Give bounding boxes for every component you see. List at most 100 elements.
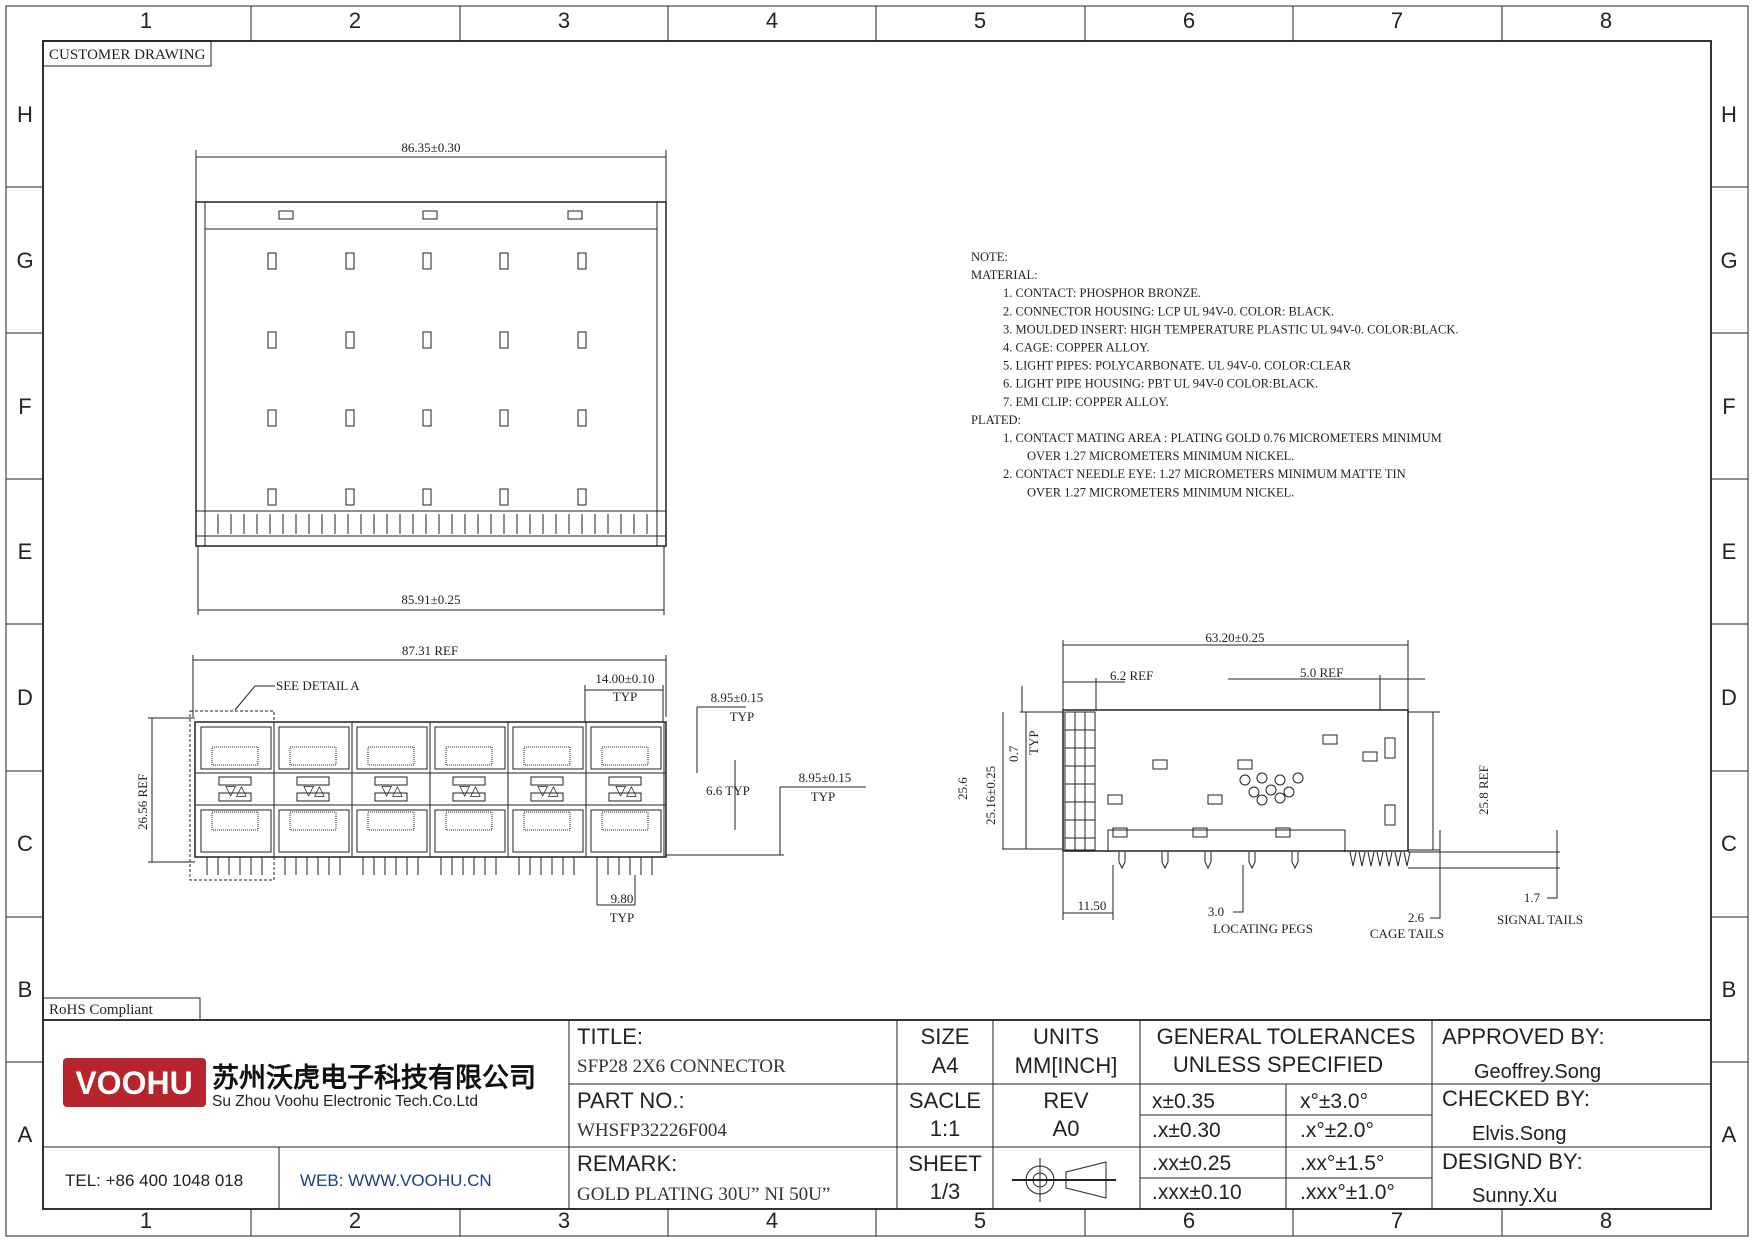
see-detail-a: SEE DETAIL A (276, 678, 360, 693)
svg-text:▽△: ▽△ (381, 784, 403, 799)
vent-tab (499, 409, 509, 427)
dim-gap: 6.6 TYP (706, 783, 750, 798)
row-marker: D (1721, 685, 1737, 710)
svg-text:VOOHU: VOOHU (75, 1065, 192, 1101)
customer-drawing-box (42, 40, 212, 67)
vent-tab (267, 409, 277, 427)
designed-value: Sunny.Xu (1472, 1185, 1557, 1207)
column-marker: 4 (766, 1208, 778, 1233)
vent-tab (422, 488, 432, 506)
dim-height-b: 25.16±0.25 (983, 766, 998, 825)
svg-text:▽△: ▽△ (537, 784, 559, 799)
svg-text:▽△: ▽△ (225, 784, 247, 799)
dim-tail-pitch-typ: TYP (610, 910, 635, 925)
sfp-port (278, 809, 350, 853)
sfp-port (434, 809, 506, 853)
tolerance-label-1: GENERAL TOLERANCES (1157, 1024, 1416, 1049)
dim-pitch-typ: TYP (613, 689, 638, 704)
dim-front-ref: 6.2 REF (1110, 668, 1153, 683)
row-marker: F (18, 394, 31, 419)
top-view: 86.35±0.30 85.91±0.25 (195, 140, 667, 615)
row-marker: C (17, 831, 33, 856)
rev-label: REV (1043, 1088, 1089, 1113)
column-marker: 5 (974, 1208, 986, 1233)
vent-tab (422, 331, 432, 349)
dim-overall: 87.31 REF (402, 643, 458, 658)
vent-tab (345, 488, 355, 506)
vent-tab (422, 252, 432, 270)
part-label: PART NO.: (577, 1088, 685, 1113)
column-marker: 8 (1600, 8, 1612, 33)
angular-tolerance: .x°±2.0° (1300, 1119, 1374, 1142)
row-marker: B (1722, 977, 1737, 1002)
dim-cage-tail: 2.6 (1408, 910, 1425, 925)
vent-tab (345, 409, 355, 427)
tel: TEL: +86 400 1048 018 (65, 1171, 243, 1190)
sfp-port (200, 809, 272, 853)
dim-tail-pitch: 9.80 (611, 891, 634, 906)
dim-length: 63.20±0.25 (1205, 630, 1264, 645)
linear-tolerance: .xxx±0.10 (1152, 1181, 1242, 1204)
dim-port-height-top: 8.95±0.15 (711, 690, 764, 705)
row-marker: C (1721, 831, 1737, 856)
sfp-port (512, 809, 584, 853)
dim-lip-typ: TYP (1026, 730, 1041, 755)
sheet-value: 1/3 (930, 1179, 961, 1204)
column-marker: 2 (349, 8, 361, 33)
sfp-port (590, 726, 662, 770)
dim-height: 26.56 REF (135, 774, 150, 830)
column-marker: 8 (1600, 1208, 1612, 1233)
vent-tab (267, 331, 277, 349)
company-logo: VOOHU (63, 1058, 206, 1107)
dim-peg-length: 3.0 (1208, 904, 1224, 919)
vent-tab (577, 331, 587, 349)
sfp-port (200, 726, 272, 770)
vent-tab (577, 488, 587, 506)
note-line: PLATED: (971, 413, 1021, 427)
sheet-label: SHEET (908, 1151, 981, 1176)
inner-frame (42, 40, 1712, 1210)
locating-peg (1204, 852, 1212, 870)
row-marker: E (18, 539, 33, 564)
web-link[interactable]: WEB: WWW.VOOHU.CN (300, 1171, 492, 1190)
vent-tab (345, 331, 355, 349)
zone-grid: 1 1 2 2 3 3 4 4 5 5 6 6 7 7 8 8 H H G G F F E E D D C C B B A A (6, 6, 1748, 1236)
designed-label: DESIGND BY: (1442, 1149, 1583, 1174)
column-marker: 6 (1183, 8, 1195, 33)
note-line: 1. CONTACT MATING AREA : PLATING GOLD 0.… (1003, 431, 1442, 445)
sfp-port (434, 726, 506, 770)
vent-tab (499, 331, 509, 349)
customer-drawing-label: CUSTOMER DRAWING (49, 47, 206, 63)
sfp-port (590, 809, 662, 853)
locating-peg (1248, 852, 1256, 870)
dim-rear-ref: 5.0 REF (1300, 665, 1343, 680)
column-marker: 5 (974, 8, 986, 33)
angular-tolerance: .xxx°±1.0° (1300, 1181, 1395, 1204)
cage-tails-label: CAGE TAILS (1370, 926, 1444, 941)
vent-tab (499, 252, 509, 270)
note-line: 7. EMI CLIP: COPPER ALLOY. (1003, 395, 1169, 409)
linear-tolerance: x±0.35 (1152, 1090, 1215, 1113)
row-marker: B (18, 977, 33, 1002)
company-name-en: Su Zhou Voohu Electronic Tech.Co.Ltd (212, 1093, 478, 1110)
dim-signal-tail: 1.7 (1524, 890, 1541, 905)
title-block: VOOHU 苏州沃虎电子科技有限公司 Su Zhou Voohu Electro… (43, 1019, 1711, 1209)
column-marker: 6 (1183, 1208, 1195, 1233)
dim-lip: 0.7 (1006, 745, 1021, 762)
third-angle-projection-icon (1012, 1158, 1116, 1202)
scale-value: 1:1 (930, 1116, 961, 1141)
title-value: SFP28 2X6 CONNECTOR (577, 1056, 786, 1077)
signal-tails-label: SIGNAL TAILS (1497, 912, 1583, 927)
row-marker: F (1722, 394, 1735, 419)
sfp-port (278, 726, 350, 770)
column-marker: 1 (140, 1208, 152, 1233)
column-marker: 1 (140, 8, 152, 33)
note-line: 4. CAGE: COPPER ALLOY. (1003, 341, 1150, 355)
side-view: 63.20±0.25 6.2 REF 5.0 REF 25.6 25.16±0.… (955, 630, 1583, 941)
units-label: UNITS (1033, 1024, 1099, 1049)
dim-port-height-bottom: 8.95±0.15 (799, 770, 852, 785)
locating-peg (1291, 852, 1299, 870)
angular-tolerance: .xx°±1.5° (1300, 1152, 1384, 1175)
column-marker: 3 (558, 8, 570, 33)
rohs-label: RoHS Compliant (49, 1002, 154, 1018)
